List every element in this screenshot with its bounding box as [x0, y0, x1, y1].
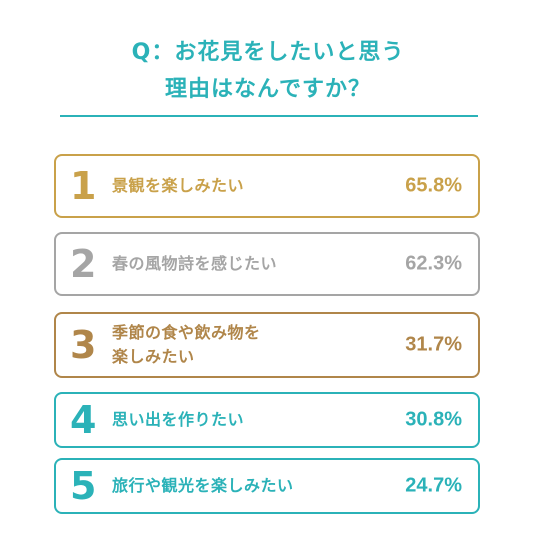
reason-label: 春の風物詩を感じたい [112, 254, 278, 273]
percentage-value: 24.7% [405, 474, 462, 497]
ranking-item-5: 5 旅行や観光を楽しみたい 24.7% [54, 458, 480, 514]
ranking-item-1: 1 景観を楽しみたい 65.8% [54, 154, 480, 218]
percentage-value: 62.3% [405, 252, 462, 275]
title-line-2: 理由はなんですか？ [165, 77, 371, 102]
ranking-item-3: 3 季節の食や飲み物を 楽しみたい 31.7% [54, 312, 480, 378]
reason-label: 思い出を作りたい [112, 410, 245, 429]
title-divider [60, 115, 478, 117]
percentage-value: 31.7% [405, 333, 462, 356]
rank-number: 1 [70, 164, 97, 208]
rank-number: 5 [70, 464, 97, 508]
rank-number: 3 [70, 323, 97, 367]
percentage-value: 30.8% [405, 408, 462, 431]
reason-label: 旅行や観光を楽しみたい [112, 476, 294, 495]
reason-label: 景観を楽しみたい [112, 176, 245, 195]
title-line-1: Q：お花見をしたいと思う [131, 40, 405, 65]
rank-number: 4 [70, 398, 97, 442]
chart-title: Q：お花見をしたいと思う 理由はなんですか？ [0, 34, 536, 108]
percentage-value: 65.8% [405, 174, 462, 197]
ranking-item-2: 2 春の風物詩を感じたい 62.3% [54, 232, 480, 296]
rank-number: 2 [70, 242, 97, 286]
ranking-item-4: 4 思い出を作りたい 30.8% [54, 392, 480, 448]
reason-label: 季節の食や飲み物を 楽しみたい [112, 323, 261, 366]
